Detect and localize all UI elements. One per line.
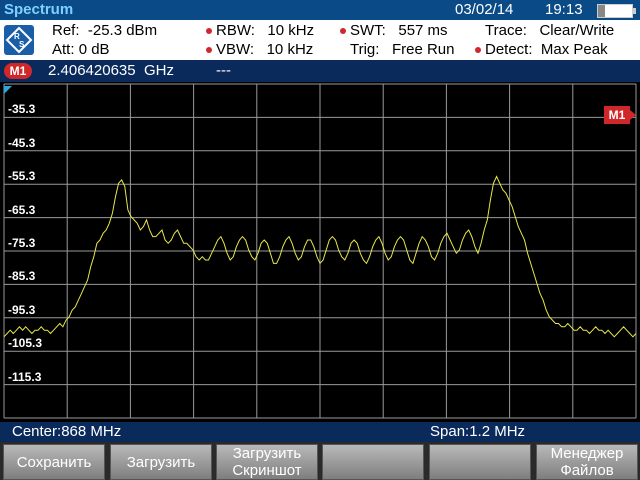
- settings-panel: R S Ref: -25.3 dBm Att: 0 dB RBW: 10 kHz…: [0, 20, 640, 60]
- detect-label: Detect:: [485, 41, 533, 58]
- y-axis-label: -55.3: [8, 169, 36, 184]
- rbw-readout[interactable]: RBW: 10 kHz: [206, 22, 314, 39]
- detect-value: Max Peak: [540, 41, 608, 58]
- load-screenshot-label-2: Скриншот: [232, 462, 302, 479]
- trig-value: Free Run: [391, 41, 455, 58]
- time-readout: 19:13: [545, 1, 583, 18]
- load-screenshot-button[interactable]: Загрузить Скриншот: [216, 444, 318, 480]
- file-manager-label-1: Менеджер: [550, 445, 624, 462]
- trace-label: Trace:: [485, 22, 527, 39]
- y-axis-label: -65.3: [8, 202, 36, 217]
- marker-arrow-icon: [630, 110, 636, 120]
- marker-badge[interactable]: M1: [4, 63, 32, 79]
- marker-flag[interactable]: M1: [604, 106, 636, 124]
- load-button-label: Загрузить: [126, 453, 196, 471]
- plot-grid: [3, 83, 637, 419]
- trace-mode-readout[interactable]: Trace: Clear/Write: [485, 22, 614, 39]
- swt-indicator-icon: [340, 28, 346, 35]
- battery-icon: [597, 4, 636, 18]
- y-axis-label: -35.3: [8, 102, 36, 117]
- y-axis-label: -105.3: [8, 336, 43, 351]
- spectrum-graph[interactable]: [0, 82, 640, 422]
- vbw-readout[interactable]: VBW: 10 kHz: [206, 41, 313, 58]
- frequency-bar: Center:868 MHz Span:1.2 MHz: [0, 422, 640, 442]
- sweep-start-icon: [4, 86, 12, 94]
- softkey-5-button[interactable]: [429, 444, 531, 480]
- date-readout: 03/02/14: [455, 1, 514, 18]
- marker-frequency: 2.406420635 GHz: [48, 62, 174, 79]
- spectrum-plot[interactable]: -35.3 -45.3 -55.3 -65.3 -75.3 -85.3 -95.3 -105.…: [0, 82, 640, 422]
- y-axis-label: -45.3: [8, 135, 36, 150]
- y-axis-label: -95.3: [8, 302, 36, 317]
- svg-text:R: R: [14, 32, 20, 41]
- softkey-4-button[interactable]: [322, 444, 424, 480]
- detector-readout[interactable]: Detect: Max Peak: [475, 41, 608, 58]
- vbw-indicator-icon: [206, 47, 212, 54]
- marker-level-value: ---: [216, 62, 231, 79]
- swt-value: 557 ms: [398, 22, 448, 39]
- y-axis-label: -115.3: [8, 369, 42, 384]
- file-manager-button[interactable]: Менеджер Файлов: [536, 444, 638, 480]
- vbw-value: 10 kHz: [266, 41, 314, 58]
- detect-indicator-icon: [475, 47, 481, 54]
- marker-flag-label: M1: [608, 108, 626, 122]
- sweep-time-readout[interactable]: SWT: 557 ms: [340, 22, 448, 39]
- attenuation-readout[interactable]: Att: 0 dB: [52, 41, 110, 58]
- vbw-label: VBW:: [216, 41, 255, 58]
- save-button[interactable]: Сохранить: [3, 444, 105, 480]
- swt-label: SWT:: [350, 22, 386, 39]
- rbw-label: RBW:: [216, 22, 255, 39]
- title-bar: Spectrum 03/02/14 19:13: [0, 0, 640, 20]
- spectrum-trace: [3, 175, 637, 338]
- rs-logo-icon: R S: [4, 25, 34, 55]
- marker-frequency-value: 2.406420635: [48, 62, 136, 79]
- frequency-span[interactable]: Span:1.2 MHz: [430, 423, 526, 440]
- svg-text:S: S: [19, 40, 25, 49]
- save-button-label: Сохранить: [16, 453, 92, 471]
- center-frequency[interactable]: Center:868 MHz: [12, 423, 122, 440]
- mode-title: Spectrum: [4, 1, 74, 18]
- marker-frequency-unit: GHz: [143, 62, 174, 79]
- y-axis-label: -75.3: [8, 236, 36, 250]
- load-button[interactable]: Загрузить: [110, 444, 212, 480]
- y-axis-label: -85.3: [8, 269, 36, 284]
- file-manager-label-2: Файлов: [560, 462, 614, 479]
- trigger-readout[interactable]: Trig: Free Run: [350, 41, 455, 58]
- rbw-value: 10 kHz: [267, 22, 315, 39]
- ref-value: -25.3 dBm: [87, 22, 158, 39]
- softkey-bar: Сохранить Загрузить Загрузить Скриншот Ме…: [0, 442, 640, 480]
- load-screenshot-label-1: Загрузить: [232, 445, 302, 462]
- trace-value: Clear/Write: [539, 22, 615, 39]
- ref-label: Ref:: [52, 22, 80, 39]
- att-value: 0 dB: [78, 41, 110, 58]
- marker-readout-bar: M1 2.406420635 GHz ---: [0, 60, 640, 82]
- trig-label: Trig:: [350, 41, 380, 58]
- att-label: Att:: [52, 41, 75, 58]
- rbw-indicator-icon: [206, 28, 212, 35]
- ref-level-readout[interactable]: Ref: -25.3 dBm: [52, 22, 157, 39]
